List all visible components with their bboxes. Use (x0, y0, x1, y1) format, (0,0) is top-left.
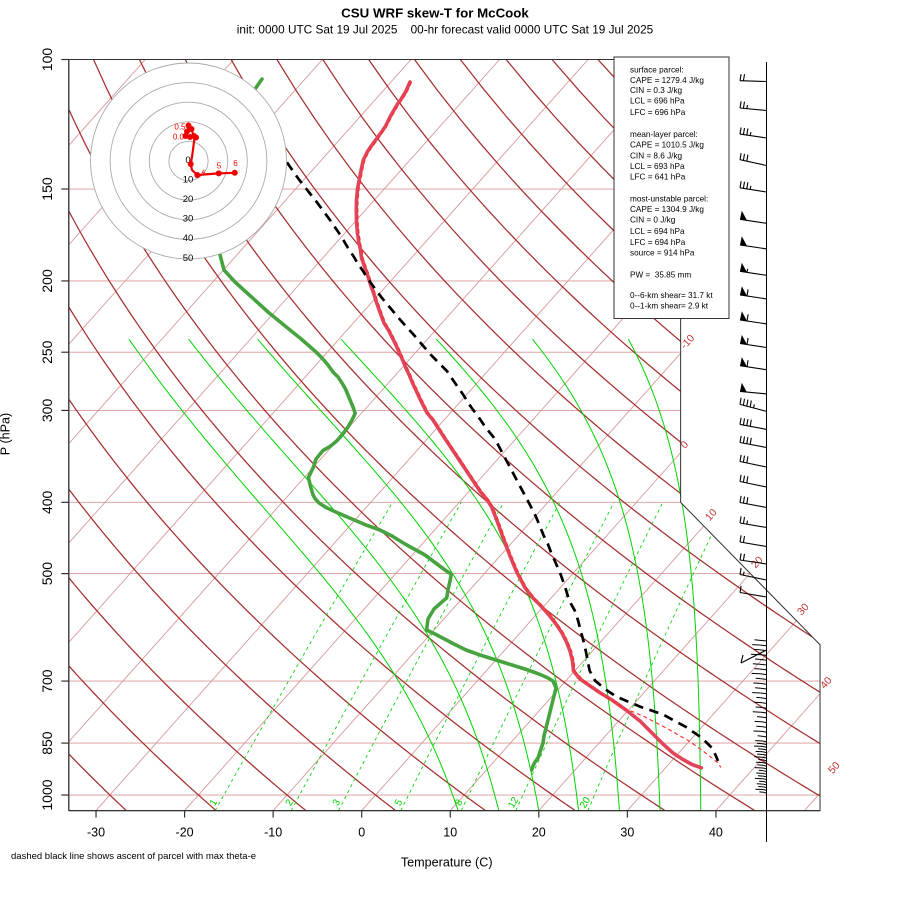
svg-text:mean-layer parcel:: mean-layer parcel: (630, 130, 698, 139)
svg-text:dashed black line shows ascent: dashed black line shows ascent of parcel… (11, 851, 256, 862)
svg-text:-10: -10 (264, 826, 282, 840)
svg-text:30: 30 (620, 826, 634, 840)
svg-text:LFC = 641 hPa: LFC = 641 hPa (630, 172, 686, 181)
svg-text:200: 200 (39, 269, 55, 293)
svg-text:4: 4 (202, 169, 206, 176)
svg-text:CIN = 0.3 J/kg: CIN = 0.3 J/kg (630, 86, 683, 95)
svg-text:500: 500 (39, 562, 55, 586)
svg-text:40: 40 (709, 826, 723, 840)
svg-text:100: 100 (39, 48, 55, 72)
svg-text:P (hPa): P (hPa) (0, 413, 13, 455)
svg-text:Temperature (C): Temperature (C) (401, 856, 493, 870)
svg-text:40: 40 (183, 233, 194, 244)
svg-text:700: 700 (39, 669, 55, 693)
svg-text:30: 30 (183, 214, 194, 225)
svg-text:PW = 35.85 mm: PW = 35.85 mm (630, 270, 691, 279)
svg-text:1000: 1000 (39, 779, 55, 810)
svg-text:10: 10 (443, 826, 457, 840)
svg-text:LFC = 696 hPa: LFC = 696 hPa (630, 108, 686, 117)
svg-text:0--1-km shear= 2.9 kt: 0--1-km shear= 2.9 kt (630, 302, 709, 311)
svg-text:LCL = 696 hPa: LCL = 696 hPa (630, 96, 685, 105)
svg-text:CAPE = 1010.5 J/kg: CAPE = 1010.5 J/kg (630, 141, 704, 150)
svg-text:LFC = 694 hPa: LFC = 694 hPa (630, 238, 686, 247)
svg-text:LCL = 693 hPa: LCL = 693 hPa (630, 162, 685, 171)
svg-text:CIN = 8.6 J/kg: CIN = 8.6 J/kg (630, 151, 683, 160)
svg-text:10: 10 (183, 174, 194, 185)
svg-text:850: 850 (39, 731, 55, 755)
svg-text:CAPE = 1304.9 J/kg: CAPE = 1304.9 J/kg (630, 205, 704, 214)
svg-text:-20: -20 (176, 826, 194, 840)
svg-text:20: 20 (532, 826, 546, 840)
svg-text:6: 6 (233, 159, 238, 168)
svg-text:init: 0000 UTC Sat 19 Jul 2025: init: 0000 UTC Sat 19 Jul 2025 00-hr for… (237, 23, 654, 37)
svg-text:300: 300 (39, 399, 55, 423)
svg-text:most-unstable parcel:: most-unstable parcel: (630, 195, 708, 204)
svg-text:5: 5 (217, 162, 222, 171)
svg-text:20: 20 (183, 194, 194, 205)
svg-text:50: 50 (183, 253, 194, 264)
svg-text:CIN = 0 J/kg: CIN = 0 J/kg (630, 216, 676, 225)
svg-text:LCL = 694 hPa: LCL = 694 hPa (630, 227, 685, 236)
svg-text:0--6-km shear= 31.7 kt: 0--6-km shear= 31.7 kt (630, 291, 713, 300)
svg-text:-30: -30 (87, 826, 105, 840)
svg-text:0: 0 (358, 826, 365, 840)
svg-text:400: 400 (39, 490, 55, 514)
svg-text:CAPE = 1279.4 J/kg: CAPE = 1279.4 J/kg (630, 76, 704, 85)
svg-text:source = 914 hPa: source = 914 hPa (630, 248, 695, 257)
svg-text:150: 150 (39, 177, 55, 201)
svg-text:0.5: 0.5 (174, 123, 186, 132)
svg-text:surface parcel:: surface parcel: (630, 66, 684, 75)
svg-text:0.0: 0.0 (173, 133, 185, 142)
svg-text:CSU WRF skew-T for McCook: CSU WRF skew-T for McCook (341, 6, 529, 21)
svg-text:250: 250 (39, 340, 55, 364)
